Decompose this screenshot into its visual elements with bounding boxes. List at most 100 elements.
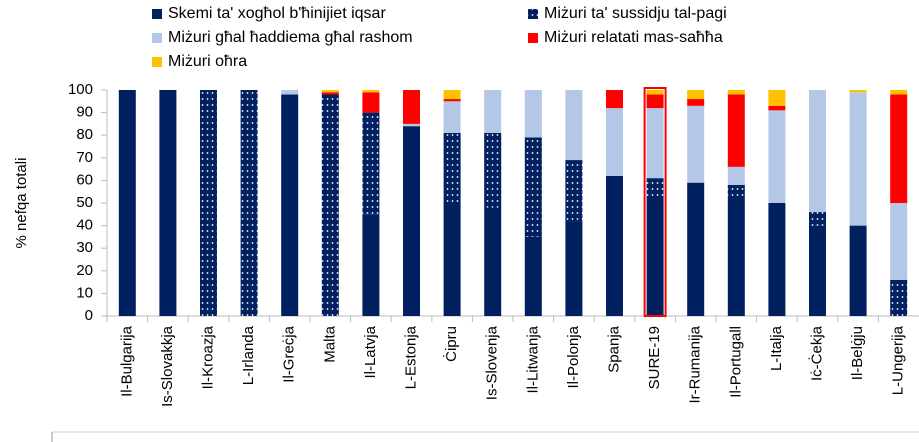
bar-segment: [727, 198, 745, 316]
bar-segment: [321, 94, 339, 317]
bar-segment: [809, 212, 826, 226]
bar-segment: [768, 105, 786, 111]
x-tick-label: Is-Slovakkja: [159, 325, 176, 407]
bar-segment: [890, 94, 908, 203]
bar-segment: [281, 90, 299, 95]
x-tick-label: Il-Portugall: [727, 326, 744, 398]
bar-segment: [443, 203, 461, 316]
bar-segment: [200, 90, 217, 316]
bar-segment: [403, 123, 420, 127]
x-tick-label: Il-Latvja: [362, 325, 379, 378]
bar-segment: [362, 90, 380, 93]
bar-segment: [646, 108, 664, 179]
x-tick-label: Iċ-Ċekja: [807, 325, 825, 381]
legend-label: Miżuri oħra: [168, 53, 247, 70]
x-tick-label: Il-Polonja: [565, 325, 582, 388]
bar-segment: [849, 225, 867, 316]
bar-segment: [646, 90, 664, 95]
bar-segment: [565, 160, 583, 222]
bar-segment: [443, 99, 461, 102]
bar-segment: [524, 90, 542, 138]
y-tick-label: 80: [76, 126, 93, 143]
legend-label: Miżuri relatati mas-saħħa: [544, 29, 723, 46]
x-tick-label: L-Irlanda: [240, 325, 257, 385]
y-tick-label: 60: [76, 171, 93, 188]
bar-segment: [646, 198, 664, 316]
bar-segment: [281, 94, 299, 317]
legend: Skemi ta' xogħol b'ħinijiet iqsar Miżuri …: [152, 5, 727, 70]
bar-segment: [727, 166, 745, 185]
bar-segment: [565, 90, 583, 161]
x-tick-label: Il-Belġju: [849, 326, 866, 380]
bar-segment: [687, 90, 705, 100]
x-tick-label: Il-Kroazja: [199, 325, 216, 389]
bar-segment: [849, 90, 867, 93]
x-tick-label: L-Italja: [768, 325, 785, 371]
bar-segment: [362, 92, 380, 113]
legend-label: Miżuri għal ħaddiema għal rashom: [168, 29, 413, 46]
bar-segment: [809, 90, 826, 213]
y-tick-label: 30: [76, 239, 93, 256]
y-tick-label: 90: [76, 104, 93, 121]
bar-segment: [321, 90, 339, 93]
bar-segment: [118, 90, 136, 316]
y-tick-label: 40: [76, 217, 93, 234]
y-tick-label: 20: [76, 262, 93, 279]
legend-label: Miżuri ta' sussidju tal-pagi: [544, 5, 727, 22]
bar-segment: [565, 221, 583, 316]
bar-segment: [606, 90, 623, 109]
y-axis-label: % nefqa totali: [13, 158, 30, 249]
bar-segment: [768, 203, 786, 316]
bar-segment: [524, 137, 542, 237]
bar-segment: [362, 112, 380, 215]
legend-swatch: [528, 9, 538, 19]
bar-segment: [443, 132, 461, 203]
y-tick-label: 100: [68, 81, 93, 98]
bar-segment: [890, 90, 908, 95]
bar-segment: [484, 207, 502, 316]
bar-segment: [240, 90, 258, 316]
bar-segment: [606, 175, 623, 316]
x-tick-label: L-Estonja: [402, 325, 419, 389]
x-tick-label: Spanja: [605, 325, 622, 372]
bar-segment: [849, 92, 867, 226]
y-tick-label: 10: [76, 284, 93, 301]
bar-segment: [524, 236, 542, 316]
x-tick-label: Is-Slovenja: [484, 325, 501, 400]
x-tick-label: Il-Litwanja: [524, 325, 541, 393]
bar-segment: [809, 225, 826, 316]
bar-segment: [362, 214, 380, 316]
x-tick-label: SURE-19: [646, 326, 663, 389]
x-tick-label: Ir-Rumanija: [687, 325, 704, 403]
bar-segment: [727, 90, 745, 95]
bar-segment: [321, 92, 339, 95]
x-tick-label: Malta: [321, 325, 338, 362]
legend-swatch: [152, 9, 162, 19]
y-tick-label: 70: [76, 149, 93, 166]
y-tick-label: 0: [85, 307, 93, 324]
legend-swatch: [152, 57, 162, 67]
legend-swatch: [528, 33, 538, 43]
bar-segment: [687, 99, 705, 106]
bar-segment: [403, 126, 420, 316]
bar-segment: [768, 110, 786, 203]
bar-segment: [484, 132, 502, 208]
legend-label: Skemi ta' xogħol b'ħinijiet iqsar: [168, 5, 386, 22]
bar-segment: [606, 108, 623, 176]
bar-segment: [687, 182, 705, 316]
y-tick-label: 50: [76, 194, 93, 211]
bar-segment: [403, 90, 420, 124]
bar-segment: [687, 105, 705, 183]
bar-segment: [890, 279, 908, 316]
bar-segment: [727, 184, 745, 199]
bar-segment: [890, 203, 908, 280]
x-tick-label: Ċipru: [442, 326, 460, 362]
bar-segment: [484, 90, 502, 133]
bar-segment: [443, 101, 461, 133]
legend-swatch: [152, 33, 162, 43]
bar-segment: [646, 94, 664, 109]
x-tick-label: Il-Greċja: [281, 325, 298, 382]
bar-segment: [727, 94, 745, 167]
bar-segment: [443, 90, 461, 100]
